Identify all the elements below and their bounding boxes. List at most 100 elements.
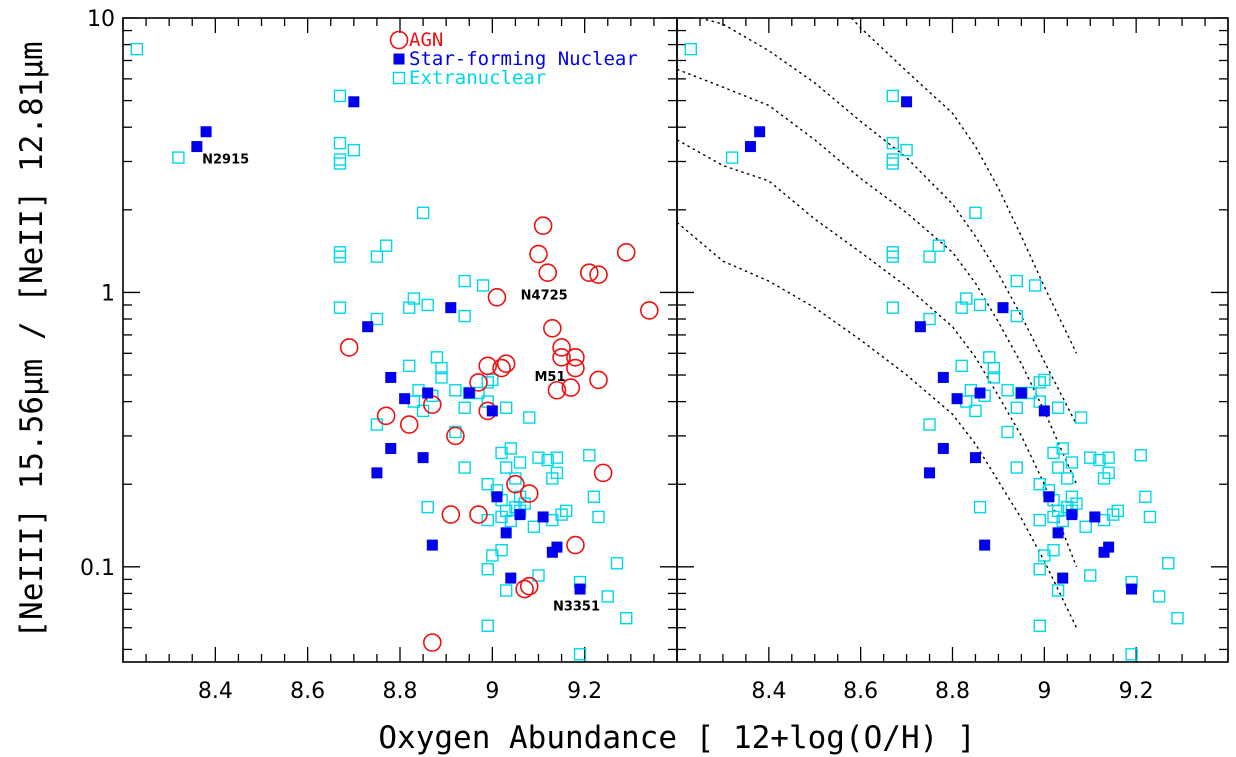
data-point-agn	[547, 380, 567, 400]
data-point-extranuclear	[560, 504, 573, 518]
data-point-extranuclear	[1084, 569, 1097, 582]
data-point-extranuclear	[370, 312, 384, 326]
panel-data	[130, 42, 659, 661]
data-point-extranuclear	[886, 301, 900, 314]
model-curve	[677, 68, 1078, 485]
data-point-extranuclear	[583, 449, 596, 462]
data-point-sf-nuclear	[937, 442, 949, 454]
data-point-extranuclear	[1051, 584, 1065, 597]
data-point-extranuclear	[1139, 490, 1152, 503]
data-point-agn	[487, 287, 507, 307]
data-point-extranuclear	[1010, 274, 1023, 288]
data-point-sf-nuclear	[901, 96, 913, 108]
model-curve	[677, 221, 1078, 629]
data-point-extranuclear	[333, 301, 347, 314]
data-point-extranuclear	[923, 418, 936, 431]
data-point-extranuclear	[987, 361, 1001, 375]
legend-marker-extranuclear	[392, 71, 406, 85]
x-tick-label: 9	[1037, 679, 1051, 704]
data-point-extranuclear	[532, 569, 545, 582]
data-point-extranuclear	[592, 510, 605, 524]
data-point-agn	[616, 243, 636, 262]
x-tick-label: 9	[485, 679, 499, 704]
data-point-extranuclear	[172, 151, 185, 164]
data-point-agn	[441, 505, 461, 524]
data-point-sf-nuclear	[385, 371, 397, 383]
data-point-extranuclear	[1033, 619, 1046, 632]
data-point-extranuclear	[370, 418, 384, 431]
data-point-extranuclear	[495, 446, 508, 460]
data-point-extranuclear	[504, 442, 517, 455]
legend-label: Extranuclear	[409, 67, 546, 89]
data-point-sf-nuclear	[951, 393, 963, 405]
panel-data	[677, 18, 1184, 661]
data-point-extranuclear	[1010, 401, 1023, 414]
data-point-sf-nuclear	[514, 509, 526, 521]
data-point-extranuclear	[684, 42, 697, 56]
x-tick-label: 8.6	[843, 679, 878, 704]
data-point-extranuclear	[900, 143, 913, 157]
plot-layer: 8.4 8.6 8.8 9 9.2 10 1 0.1 N2915 N4725 M51 N3351 AGN…	[80, 7, 1229, 704]
data-point-extranuclear	[973, 500, 987, 514]
data-point-agn	[589, 370, 608, 390]
data-point-sf-nuclear	[574, 583, 586, 595]
data-point-agn	[538, 263, 558, 282]
data-point-extranuclear	[1001, 425, 1014, 439]
data-point-extranuclear	[1152, 590, 1166, 603]
data-point-extranuclear	[513, 456, 527, 469]
data-point-extranuclear	[1056, 442, 1069, 455]
legend-label: Star-forming Nuclear	[409, 48, 638, 70]
data-point-agn	[469, 505, 488, 524]
data-point-extranuclear	[499, 401, 513, 414]
data-point-agn	[469, 373, 488, 392]
data-point-extranuclear	[1033, 563, 1046, 576]
x-axis-label: Oxygen Abundance [ 12+log(O/H) ]	[378, 720, 975, 756]
data-point-extranuclear	[886, 250, 900, 263]
legend-marker-sf-nuclear	[393, 53, 405, 65]
data-point-extranuclear	[1171, 611, 1184, 625]
data-point-extranuclear	[495, 543, 508, 557]
data-point-extranuclear	[955, 359, 968, 373]
data-point-agn	[446, 426, 465, 446]
data-point-extranuclear	[347, 143, 361, 157]
data-point-extranuclear	[1074, 411, 1088, 424]
data-point-extranuclear	[1028, 279, 1042, 292]
data-point-extranuclear	[403, 359, 416, 373]
annotation-label: M51	[535, 370, 566, 385]
data-point-extranuclear	[1061, 472, 1074, 485]
data-point-extranuclear	[421, 500, 434, 514]
data-point-extranuclear	[370, 250, 384, 263]
data-point-sf-nuclear	[979, 539, 991, 551]
data-point-extranuclear	[481, 619, 494, 632]
data-point-agn	[543, 319, 562, 338]
data-point-extranuclear	[1051, 401, 1065, 414]
data-point-extranuclear	[1111, 504, 1125, 518]
data-point-extranuclear	[541, 453, 554, 467]
data-point-agn	[566, 535, 585, 555]
data-point-agn	[506, 474, 525, 494]
data-point-extranuclear	[725, 151, 739, 164]
data-point-agn	[492, 358, 511, 378]
data-point-extranuclear	[960, 292, 973, 305]
data-point-agn	[529, 244, 548, 264]
data-point-extranuclear	[416, 206, 430, 220]
data-point-extranuclear	[1065, 456, 1079, 469]
data-point-extranuclear	[1125, 648, 1138, 661]
data-point-agn	[533, 216, 553, 236]
data-point-sf-nuclear	[426, 539, 438, 551]
data-point-sf-nuclear	[924, 467, 936, 479]
data-point-extranuclear	[333, 250, 347, 263]
data-point-extranuclear	[587, 490, 601, 503]
data-point-extranuclear	[555, 508, 568, 521]
data-point-extranuclear	[435, 371, 448, 384]
data-point-sf-nuclear	[1052, 527, 1064, 539]
data-point-extranuclear	[1033, 513, 1046, 527]
data-point-extranuclear	[1010, 309, 1023, 323]
y-axis-label: [NeIII] 15.56μm / [NeII] 12.81μm	[14, 41, 50, 638]
data-point-extranuclear	[550, 451, 564, 464]
data-point-sf-nuclear	[1066, 509, 1078, 521]
data-point-extranuclear	[333, 89, 347, 103]
data-point-agn	[579, 263, 599, 282]
data-point-agn	[496, 354, 516, 373]
